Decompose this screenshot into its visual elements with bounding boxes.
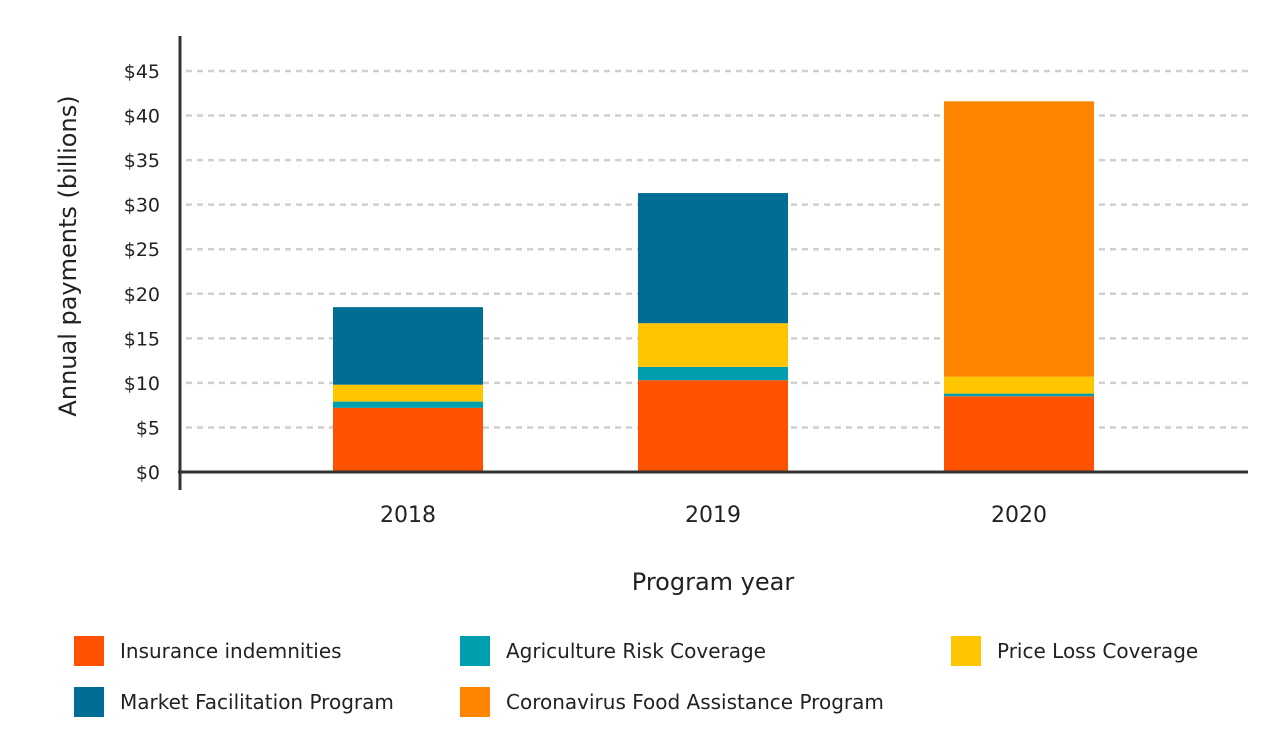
- bar-segment: [333, 407, 483, 472]
- y-tick-label: $35: [124, 150, 160, 172]
- y-tick-label: $15: [124, 328, 160, 350]
- y-tick-label: $30: [124, 195, 160, 217]
- bar-segment: [638, 323, 788, 367]
- x-axis-title: Program year: [632, 568, 795, 596]
- x-tick-label: 2018: [380, 503, 436, 528]
- bar-segment: [638, 193, 788, 324]
- y-tick-label: $10: [124, 373, 160, 395]
- y-tick-label: $0: [136, 462, 160, 484]
- y-axis-title: Annual payments (billions): [54, 95, 82, 416]
- bar-segment: [944, 376, 1094, 394]
- bar-segment: [333, 307, 483, 385]
- x-tick-label: 2019: [685, 503, 741, 528]
- y-tick-label: $40: [124, 106, 160, 128]
- bar-segment: [638, 380, 788, 472]
- y-tick-label: $20: [124, 284, 160, 306]
- bar-segment: [333, 384, 483, 402]
- y-tick-label: $25: [124, 239, 160, 261]
- x-tick-label: 2020: [991, 503, 1047, 528]
- bar-segment: [638, 366, 788, 381]
- y-tick-label: $45: [124, 61, 160, 83]
- y-tick-label: $5: [136, 417, 160, 439]
- bar-segment: [944, 396, 1094, 472]
- bar-segment: [944, 393, 1094, 397]
- bar-segment: [333, 401, 483, 408]
- bar-segment: [944, 101, 1094, 377]
